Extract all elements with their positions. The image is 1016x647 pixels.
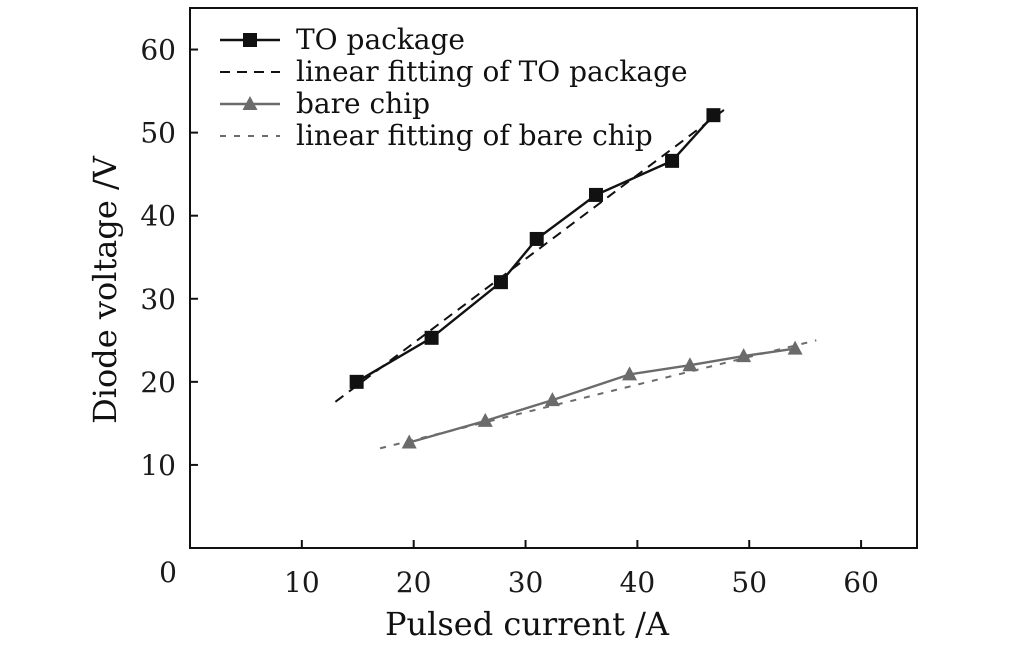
data-point-series-2 (544, 392, 560, 407)
plot-layer (334, 106, 817, 450)
series-line-0 (356, 114, 715, 383)
y-tick-label: 10 (140, 449, 176, 482)
data-point-series-2 (477, 412, 493, 427)
data-point-series-0 (706, 108, 721, 123)
series-line-2 (408, 347, 796, 444)
y-tick-label: 50 (140, 117, 176, 150)
legend-label: linear fitting of bare chip (296, 119, 653, 152)
y-tick-label: 20 (140, 366, 176, 399)
plot-frame (189, 7, 918, 549)
legend-swatch-marker (243, 33, 257, 47)
x-tick-label: 30 (508, 566, 544, 599)
legend-label: bare chip (296, 87, 430, 120)
data-point-series-2 (622, 366, 638, 381)
data-point-series-2 (682, 357, 698, 372)
y-tick-label: 60 (140, 34, 176, 67)
data-point-series-2 (787, 340, 803, 355)
x-axis-title: Pulsed current /A (385, 605, 670, 643)
legend-swatch-marker (242, 96, 258, 110)
legend-label: TO package (296, 23, 465, 56)
data-point-series-0 (493, 275, 508, 290)
axes: 10 20 30 40 50 60 10 20 30 40 50 60 0 Pulsed current … (86, 7, 918, 643)
data-point-series-0 (529, 231, 544, 246)
x-tick-label: 40 (620, 566, 656, 599)
legend-label: linear fitting of TO package (296, 55, 688, 88)
x-tick-label: 20 (396, 566, 432, 599)
series-line-1 (334, 106, 728, 403)
series-line-3 (379, 339, 817, 450)
origin-label: 0 (159, 556, 177, 589)
y-tick-label: 40 (140, 200, 176, 233)
y-tick-label: 30 (140, 283, 176, 316)
data-point-series-0 (589, 187, 604, 202)
data-point-series-0 (349, 374, 364, 389)
x-tick-label: 10 (284, 566, 320, 599)
x-tick-label: 60 (843, 566, 879, 599)
y-axis-title: Diode voltage /V (86, 155, 124, 424)
data-point-series-0 (424, 330, 439, 345)
data-point-series-2 (736, 348, 752, 363)
x-tick-label: 50 (731, 566, 767, 599)
data-point-series-0 (665, 153, 680, 168)
